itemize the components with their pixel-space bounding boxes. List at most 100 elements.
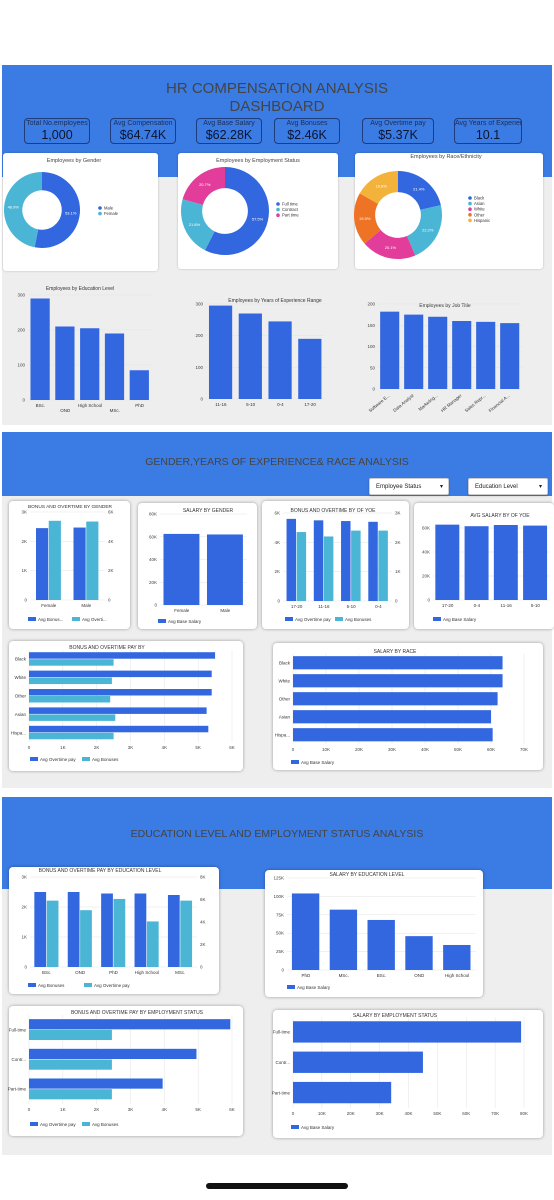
x-tick-label: 40K <box>404 1111 412 1116</box>
bar <box>298 338 322 399</box>
bar <box>293 728 493 742</box>
x-tick-label: 6K <box>229 745 235 750</box>
y-tick-label: Contr... <box>275 1060 290 1065</box>
bar <box>180 900 193 967</box>
x-tick-label: 17-20 <box>304 402 316 407</box>
y-tick-label: 40K <box>149 557 157 562</box>
y-tick-label: 0 <box>372 387 375 392</box>
bar <box>291 893 320 970</box>
x-tick-label: Data Analyst <box>392 392 415 413</box>
bar <box>293 1081 392 1104</box>
x-tick-label: BSc. <box>377 973 387 978</box>
legend-swatch <box>335 617 343 621</box>
x-tick-label: 70K <box>491 1111 499 1116</box>
x-tick-label: Software E... <box>368 393 391 413</box>
x-tick-label: Financial A... <box>488 393 511 413</box>
chevron-down-icon: ▾ <box>538 484 542 490</box>
legend-label: Avg Bonuses <box>38 983 65 988</box>
bonus-ot-gender-card <box>9 501 130 629</box>
bar <box>493 525 518 600</box>
x-tick-label: BSc. <box>42 970 52 975</box>
x-tick-label: 0 <box>28 1107 31 1112</box>
pie-slice <box>354 193 381 244</box>
pie-slice <box>406 205 443 256</box>
legend-swatch <box>82 1122 90 1126</box>
y2-tick-label: 1K <box>395 569 401 574</box>
legend-swatch <box>433 617 441 621</box>
bar <box>146 921 159 967</box>
legend-swatch <box>468 218 472 223</box>
x-tick-label: 60K <box>462 1111 470 1116</box>
chart-title: Employees by Education Level <box>46 286 114 292</box>
bar <box>34 892 47 967</box>
chart-title: SALARY BY EMPLOYMENT STATUS <box>353 1013 438 1019</box>
legend-label: Avg Base Salary <box>301 760 335 765</box>
x-tick-label: 0 <box>292 1111 295 1116</box>
y2-tick-label: 2K <box>200 942 206 947</box>
x-tick-label: Sales Repr... <box>464 393 487 413</box>
y-tick-label: 150 <box>367 323 375 328</box>
bar <box>29 696 111 703</box>
x-tick-label: High School <box>78 403 102 408</box>
y-tick-label: Part-time <box>272 1090 291 1095</box>
y-tick-label: Full-time <box>9 1027 27 1032</box>
kpi-value: $5.37K <box>378 128 418 142</box>
x-tick-label: HR Manager <box>440 393 463 414</box>
bar <box>208 305 233 399</box>
home-indicator[interactable] <box>206 1183 348 1189</box>
bar <box>48 520 61 600</box>
x-tick-label: 0-4 <box>375 604 382 609</box>
x-tick-label: 5-10 <box>531 603 541 608</box>
x-tick-label: PhD <box>135 403 145 408</box>
y-tick-label: 0 <box>277 599 280 604</box>
bar <box>104 333 125 400</box>
legend-label: Full time <box>282 202 298 207</box>
slice-label: 20.1% <box>385 245 397 250</box>
y-tick-label: 3K <box>21 510 27 515</box>
y2-tick-label: 4K <box>108 539 114 544</box>
x-tick-label: 1K <box>60 745 66 750</box>
y-tick-label: White <box>14 675 26 680</box>
x-tick-label: 17-20 <box>442 603 454 608</box>
x-tick-label: 10K <box>322 747 330 752</box>
x-tick-label: 50K <box>454 747 462 752</box>
x-tick-label: 20K <box>355 747 363 752</box>
education-level-filter[interactable]: Education Level ▾ <box>468 478 548 495</box>
legend-label: Avg Base Salary <box>443 617 477 622</box>
y-tick-label: 200 <box>17 328 25 333</box>
x-tick-label: 4K <box>162 745 168 750</box>
x-tick-label: 4K <box>162 1107 168 1112</box>
legend-label: Avg Overtime pay <box>94 983 130 988</box>
kpi-value: $62.28K <box>205 128 253 142</box>
legend-swatch <box>276 213 280 217</box>
slice-label: 57.5% <box>252 216 264 221</box>
chart-title: Employees by Gender <box>47 158 102 164</box>
x-tick-label: Male <box>81 603 91 608</box>
pie-slice <box>182 167 225 205</box>
y-tick-label: 75K <box>276 912 284 917</box>
y-tick-label: 1K <box>21 568 27 573</box>
kpi-label: Avg Years of Experience <box>455 120 521 127</box>
employee-status-filter[interactable]: Employee Status ▾ <box>369 478 449 495</box>
bar <box>29 1059 112 1070</box>
x-tick-label: 11-16 <box>215 402 227 407</box>
bar <box>323 536 334 601</box>
slice-label: 16.8% <box>375 184 387 189</box>
bar <box>101 893 113 967</box>
kpi-label: Total No.employees <box>26 120 88 127</box>
y2-tick-label: 0 <box>200 965 203 970</box>
y-tick-label: 200 <box>367 302 375 307</box>
bar <box>29 714 116 721</box>
x-tick-label: MSc. <box>339 973 349 978</box>
bar <box>443 944 471 970</box>
bar <box>46 900 59 967</box>
legend-label: Avg Overtime pay <box>40 757 76 762</box>
y-tick-label: Other <box>15 694 27 699</box>
y-tick-label: 300 <box>195 302 203 307</box>
bar <box>163 533 200 605</box>
bar <box>293 656 503 670</box>
y-tick-label: 125K <box>273 876 284 881</box>
bar <box>405 936 433 970</box>
y-tick-label: 100K <box>273 894 284 899</box>
legend-swatch <box>285 617 293 621</box>
